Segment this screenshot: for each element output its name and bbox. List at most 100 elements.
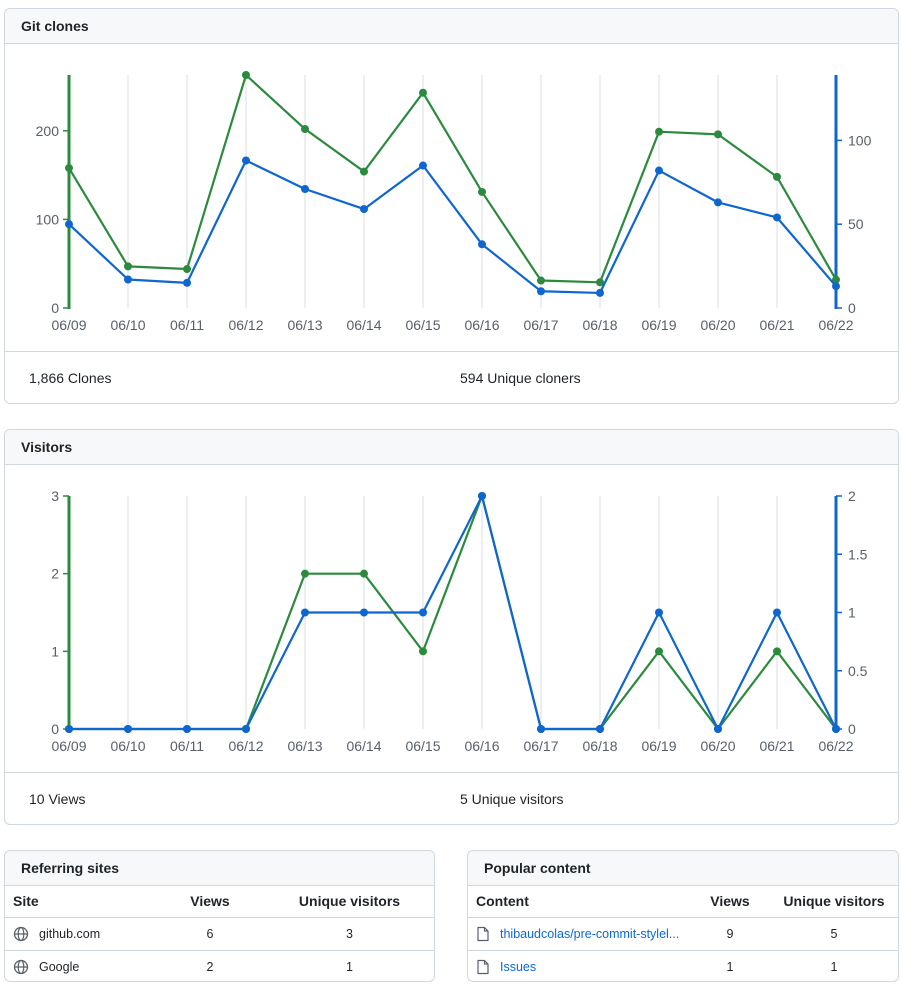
right-tick-label: 1 [848, 605, 856, 621]
data-point-unique [360, 205, 368, 214]
left-tick-label: 200 [36, 123, 60, 139]
data-point-total [832, 275, 840, 284]
data-point-unique [65, 220, 73, 229]
x-tick-label: 06/19 [641, 738, 676, 754]
x-tick-label: 06/16 [464, 738, 499, 754]
site-name: github.com [39, 926, 101, 941]
data-point-total [183, 265, 191, 274]
data-point-unique [478, 240, 486, 249]
x-tick-label: 06/21 [759, 738, 794, 754]
data-point-unique [537, 725, 545, 733]
data-point-unique [773, 213, 781, 222]
column-header-views: Views [155, 886, 265, 918]
data-point-unique [301, 608, 309, 617]
data-point-total [773, 647, 781, 656]
data-point-unique [419, 608, 427, 617]
x-tick-label: 06/12 [228, 317, 263, 333]
table-row: Issues 1 1 [468, 950, 898, 981]
globe-icon [13, 959, 29, 974]
x-tick-label: 06/10 [110, 738, 145, 754]
left-tick-label: 1 [51, 643, 59, 659]
x-tick-label: 06/13 [287, 738, 322, 754]
right-tick-label: 100 [848, 132, 872, 148]
data-point-unique [714, 725, 722, 733]
x-tick-label: 06/17 [523, 738, 558, 754]
referring-sites-panel: Referring sites Site Views Unique visito… [4, 850, 435, 982]
data-point-total [714, 130, 722, 139]
referring-sites-table: Site Views Unique visitors github.com [5, 886, 434, 981]
git-clones-chart: 0 100 200 0 50 100 06/09 06/10 06/11 06/12 06/13 06… [36, 71, 872, 333]
unique-cloners: 594 Unique cloners [460, 370, 581, 386]
series-line-unique [69, 494, 837, 731]
x-tick-label: 06/18 [582, 738, 617, 754]
right-tick-label: 0 [848, 300, 856, 316]
data-point-unique [242, 725, 250, 733]
site-unique-visitors: 1 [346, 959, 353, 974]
git-clones-summary: 1,866 Clones 594 Unique cloners [5, 351, 898, 403]
x-tick-label: 06/20 [700, 317, 735, 333]
left-tick-label: 2 [51, 566, 59, 582]
popular-content-table: Content Views Unique visitors thibaudcol… [468, 886, 898, 981]
column-header-site: Site [5, 886, 155, 918]
content-link[interactable]: thibaudcolas/pre-commit-stylel... [500, 926, 680, 941]
data-point-total [655, 127, 663, 136]
data-point-unique [832, 282, 840, 291]
table-header-row: Content Views Unique visitors [468, 886, 898, 918]
data-point-unique [65, 725, 73, 733]
x-tick-label: 06/10 [110, 317, 145, 333]
data-point-unique [596, 288, 604, 297]
content-unique-visitors: 1 [830, 959, 838, 974]
table-row: github.com 6 3 [5, 917, 434, 951]
x-tick-label: 06/22 [818, 738, 853, 754]
data-point-total [419, 647, 427, 656]
data-point-unique [301, 184, 309, 193]
series-line-unique [68, 159, 837, 295]
data-point-unique [655, 166, 663, 175]
data-point-total [773, 172, 781, 181]
git-clones-panel: Git clones 0 100 200 0 50 100 06/09 06/10 06/11 0… [4, 8, 899, 404]
referring-sites-title: Referring sites [5, 851, 434, 886]
data-point-total [124, 262, 132, 271]
content-cell: thibaudcolas/pre-commit-stylel... [468, 917, 690, 951]
data-point-total [478, 187, 486, 196]
x-tick-label: 06/20 [700, 738, 735, 754]
git-clones-title: Git clones [5, 9, 898, 44]
data-point-unique [419, 161, 427, 170]
data-point-unique [478, 492, 486, 500]
content-link[interactable]: Issues [500, 959, 537, 974]
left-tick-label: 100 [36, 211, 60, 227]
x-tick-label: 06/12 [228, 738, 263, 754]
right-tick-label: 0.5 [848, 663, 868, 679]
right-tick-label: 2 [848, 488, 856, 504]
data-point-total [596, 278, 604, 287]
x-tick-label: 06/19 [641, 317, 676, 333]
series-line-total [69, 494, 837, 731]
site-cell: github.com [5, 917, 155, 951]
popular-content-panel: Popular content Content Views Unique vis… [467, 850, 899, 982]
data-point-unique [655, 608, 663, 617]
content-views: 9 [690, 917, 770, 951]
total-views: 10 Views [29, 791, 86, 807]
data-point-unique [124, 725, 132, 733]
visitors-panel: Visitors 0 1 2 3 0 0.5 1 1.5 2 06/09 06/10 06/11 06/… [4, 429, 899, 825]
table-row: thibaudcolas/pre-commit-stylel... 9 5 [468, 917, 898, 951]
left-tick-label: 3 [51, 488, 59, 504]
right-tick-label: 50 [848, 216, 864, 232]
series-line-total [68, 73, 837, 284]
data-point-total [360, 167, 368, 176]
unique-visitors: 5 Unique visitors [460, 791, 564, 807]
site-cell-content: Google [13, 959, 147, 975]
site-unique-visitors: 3 [265, 917, 434, 951]
x-tick-label: 06/15 [405, 738, 440, 754]
x-tick-label: 06/18 [582, 317, 617, 333]
data-point-unique [596, 725, 604, 733]
site-name: Google [39, 959, 80, 974]
data-point-total [301, 569, 309, 578]
data-point-unique [832, 725, 840, 733]
data-point-total [360, 569, 368, 578]
data-point-unique [360, 608, 368, 617]
data-point-total [242, 71, 250, 79]
data-point-unique [124, 275, 132, 284]
visitors-chart: 0 1 2 3 0 0.5 1 1.5 2 06/09 06/10 06/11 06/12 06/13 06… [51, 488, 868, 754]
visitors-title: Visitors [5, 430, 898, 465]
